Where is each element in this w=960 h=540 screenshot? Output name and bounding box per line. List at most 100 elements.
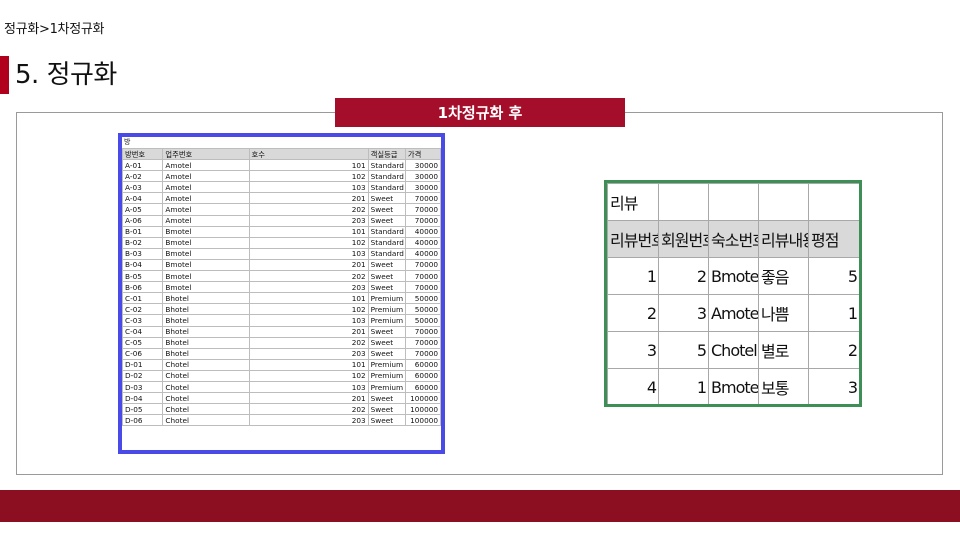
room-table-cell: C-02 [122, 303, 164, 316]
room-table-cell: Standard [367, 247, 406, 260]
room-table-cell: Standard [367, 181, 406, 194]
review-table-cell: 1 [607, 257, 659, 295]
room-table-cell: 103 [248, 380, 369, 394]
room-table-cell: Premium [367, 358, 406, 371]
room-table-cell: Amotel [162, 214, 250, 227]
review-table-caption-empty [758, 183, 809, 221]
room-table-row: D-04 Chotel 201 Sweet 100000 [122, 392, 441, 405]
room-table-cell: 40000 [404, 247, 441, 260]
room-table-cell: D-04 [122, 392, 164, 405]
room-table-cell: Bhotel [162, 292, 250, 305]
review-table-caption-row: 리뷰 [607, 183, 859, 221]
room-table-header-row: 방번호 업주번호 호수 객실등급 가격 [122, 147, 441, 161]
room-table-row: C-02 Bhotel 102 Premium 50000 [122, 303, 441, 316]
room-table-cell: 203 [248, 281, 369, 294]
review-table-panel: 리뷰리뷰번호회원번호숙소번호리뷰내용평점12Bmotel좋음523Amotel나… [604, 180, 862, 407]
room-table-cell: Sweet [367, 336, 406, 349]
review-table-cell: 2 [607, 294, 659, 332]
room-table-row: C-06 Bhotel 203 Sweet 70000 [122, 347, 441, 360]
room-table-cell: Sweet [367, 392, 406, 405]
room-table-cell: Sweet [367, 258, 406, 272]
review-table-cell: 3 [808, 368, 859, 404]
room-table-cell: A-03 [122, 181, 164, 194]
room-table-cell: 101 [248, 225, 369, 238]
footer-band [0, 490, 960, 522]
room-table-cell: D-06 [122, 414, 164, 427]
room-table-cell: 202 [248, 270, 369, 283]
room-table-cell: Chotel [162, 392, 250, 405]
room-table-cell: C-01 [122, 292, 164, 305]
room-table-cell: 102 [248, 369, 369, 382]
review-table-cell: 별로 [758, 331, 809, 369]
room-table-cell: 202 [248, 336, 369, 349]
room-table-row: A-04 Amotel 201 Sweet 70000 [122, 192, 441, 205]
review-table-cell: 5 [658, 331, 709, 369]
review-table-header-cell: 회원번호 [658, 220, 709, 258]
room-table-row: C-05 Bhotel 202 Sweet 70000 [122, 336, 441, 349]
room-table-row: D-05 Chotel 202 Sweet 100000 [122, 403, 441, 416]
review-table-cell: 3 [607, 331, 659, 369]
room-table-cell: D-02 [122, 369, 164, 382]
room-table-header-cell: 호수 [248, 147, 369, 161]
room-table-cell: Chotel [162, 414, 250, 427]
room-table-cell: Sweet [367, 414, 406, 427]
room-table-cell: Bhotel [162, 347, 250, 360]
room-table-cell: Bmotel [162, 258, 250, 272]
review-table-cell: 나쁨 [758, 294, 809, 332]
room-table-cell: D-05 [122, 403, 164, 416]
room-table-cell: 70000 [404, 281, 441, 294]
room-table-cell: D-01 [122, 358, 164, 371]
review-table-cell: Bmotel [708, 257, 759, 295]
section-banner: 1차정규화 후 [335, 98, 625, 127]
review-table-header-cell: 리뷰내용 [758, 220, 809, 258]
review-table-cell: 4 [607, 368, 659, 404]
breadcrumb: 정규화>1차정규화 [4, 22, 105, 37]
room-table-cell: Bmotel [162, 270, 250, 283]
review-table-caption-empty [708, 183, 759, 221]
room-table-cell: Amotel [162, 170, 250, 183]
room-table-cell: 70000 [404, 214, 441, 227]
room-table-cell: 102 [248, 170, 369, 183]
room-table-cell: 103 [248, 314, 369, 327]
room-table-cell: 201 [248, 192, 369, 205]
room-table-cell: Amotel [162, 192, 250, 205]
room-table-cell: 70000 [404, 325, 441, 338]
room-table-cell: B-04 [122, 258, 164, 272]
room-table-panel: 방 방번호 업주번호 호수 객실등급 가격 A-01 Amotel 101 Standard 30… [118, 133, 445, 454]
room-table-cell: B-06 [122, 281, 164, 294]
room-table-cell: A-01 [122, 159, 164, 172]
room-table-row: D-01 Chotel 101 Premium 60000 [122, 358, 441, 371]
room-table-cell: Sweet [367, 403, 406, 416]
room-table-cell: 70000 [404, 192, 441, 205]
review-table-cell: 좋음 [758, 257, 809, 295]
room-table-cell: Bmotel [162, 281, 250, 294]
room-table-cell: 100000 [404, 414, 441, 427]
room-table-header-cell: 가격 [404, 147, 441, 161]
room-table-cell: Bhotel [162, 325, 250, 338]
room-table-cell: 60000 [404, 369, 441, 382]
room-table-cell: Premium [367, 292, 406, 305]
review-table-caption-empty [658, 183, 709, 221]
room-table-cell: Chotel [162, 358, 250, 371]
room-table-cell: Premium [367, 380, 406, 394]
room-table-cell: C-03 [122, 314, 164, 327]
review-table-row: 4 1 Bmotel 보통 3 [607, 368, 859, 404]
room-table-cell: Chotel [162, 369, 250, 382]
room-table-row: B-05 Bmotel 202 Sweet 70000 [122, 270, 441, 283]
room-table-cell: Standard [367, 170, 406, 183]
review-table-header-cell: 평점 [808, 220, 859, 258]
room-table-cell: 203 [248, 214, 369, 227]
room-table-cell: Bhotel [162, 314, 250, 327]
room-table-cell: Sweet [367, 192, 406, 205]
room-table: 방번호 업주번호 호수 객실등급 가격 A-01 Amotel 101 Standard 3000… [122, 147, 441, 427]
room-table-cell: Standard [367, 159, 406, 172]
room-table-cell: A-05 [122, 203, 164, 216]
room-table-cell: A-06 [122, 214, 164, 227]
room-table-row: B-03 Bmotel 103 Standard 40000 [122, 247, 441, 260]
review-table-cell: Chotel [708, 331, 759, 369]
review-table: 리뷰리뷰번호회원번호숙소번호리뷰내용평점12Bmotel좋음523Amotel나… [607, 183, 859, 404]
room-table-cell: B-05 [122, 270, 164, 283]
room-table-cell: 101 [248, 358, 369, 371]
room-table-cell: 201 [248, 325, 369, 338]
room-table-row: D-02 Chotel 102 Premium 60000 [122, 369, 441, 382]
